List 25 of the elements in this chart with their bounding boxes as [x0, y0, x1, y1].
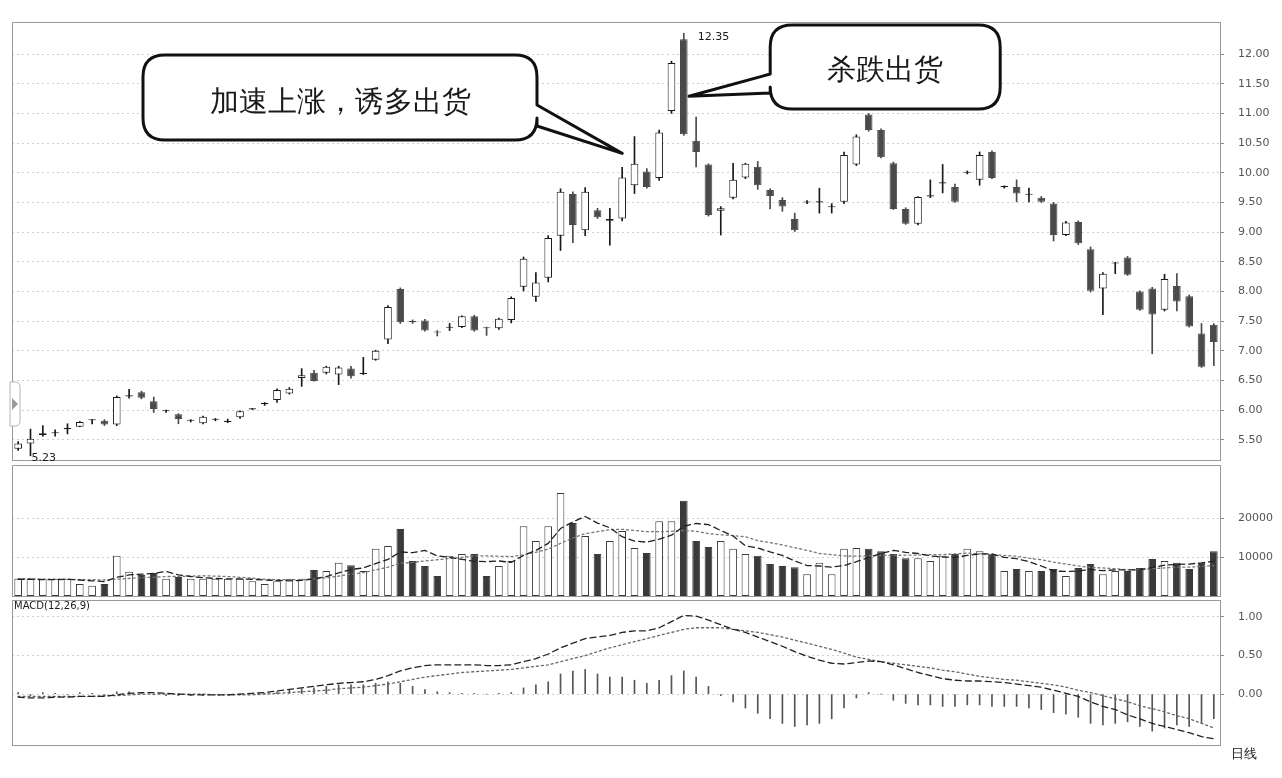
- annotation: 杀跌出货: [827, 51, 943, 86]
- y-tick-label: 10.50: [1238, 135, 1270, 149]
- y-tick-label: 9.00: [1238, 224, 1263, 238]
- y-tick-label: 11.50: [1238, 76, 1270, 90]
- annotation: 5.23: [31, 450, 56, 464]
- y-tick-label: 10.00: [1238, 165, 1270, 179]
- y-tick-label: 6.50: [1238, 373, 1263, 387]
- y-tick-label: 0.00: [1238, 686, 1263, 700]
- text: 日线: [1231, 746, 1257, 761]
- y-tick-label: 0.50: [1238, 648, 1263, 662]
- y-tick-label: 9.50: [1238, 195, 1263, 209]
- y-tick-label: 10000: [1238, 549, 1273, 563]
- y-tick-label: 7.50: [1238, 313, 1263, 327]
- annotation: 加速上涨，诱多出货: [209, 84, 471, 118]
- y-tick-label: 8.00: [1238, 284, 1263, 298]
- y-tick-label: 20000: [1238, 510, 1273, 524]
- chart-title: MACD(12,26,9): [14, 600, 90, 611]
- y-tick-label: 5.50: [1238, 432, 1263, 446]
- y-tick-label: 6.00: [1238, 403, 1263, 417]
- y-tick-label: 1.00: [1238, 609, 1263, 623]
- annotation: 12.35: [697, 29, 730, 43]
- y-tick-label: 7.00: [1238, 343, 1263, 357]
- y-tick-label: 11.00: [1238, 106, 1270, 120]
- y-tick-label: 12.00: [1238, 46, 1270, 60]
- y-tick-label: 8.50: [1238, 254, 1263, 268]
